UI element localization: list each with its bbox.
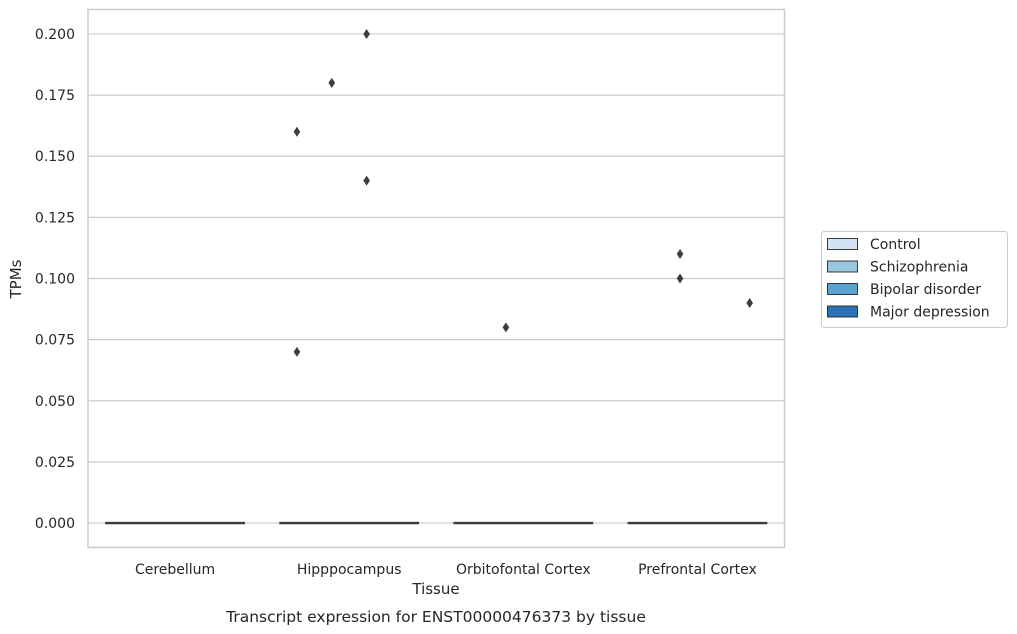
x-tick-label: Hipppocampus: [297, 562, 402, 578]
y-axis-title: TPMs: [7, 259, 25, 299]
legend-swatch: [827, 238, 858, 250]
outlier-point: [502, 322, 510, 333]
y-tick-label: 0.200: [35, 27, 75, 43]
legend-label: Control: [870, 237, 921, 253]
y-tick-label: 0.100: [35, 272, 75, 288]
x-tick-labels: Cerebellum Hipppocampus Orbitofontal Corte…: [135, 562, 757, 578]
x-tick-label: Orbitofontal Cortex: [456, 562, 591, 578]
legend-items: Control Schizophrenia Bipolar disorder Majo…: [827, 237, 990, 321]
legend-label: Major depression: [870, 305, 990, 321]
outlier-point: [746, 297, 753, 308]
outlier-point: [293, 346, 301, 357]
outlier-point: [293, 126, 301, 137]
outlier-point: [363, 28, 370, 39]
y-tick-label: 0.150: [35, 149, 75, 165]
legend-swatch: [827, 260, 858, 273]
outlier-point: [676, 273, 684, 284]
legend-swatch: [827, 305, 858, 318]
outlier-point: [328, 77, 336, 88]
y-tick-label: 0.175: [35, 88, 75, 104]
y-tick-labels: 0.000 0.025 0.050 0.075 0.100 0.125 0.150 0.175…: [35, 27, 75, 532]
legend-swatch: [827, 283, 858, 295]
legend: Control Schizophrenia Bipolar disorder Majo…: [821, 231, 1008, 328]
gridlines: [88, 33, 785, 524]
figure-caption: Transcript expression for ENST0000047637…: [225, 608, 646, 626]
legend-label: Schizophrenia: [870, 260, 968, 276]
x-tick-label: Cerebellum: [135, 562, 215, 578]
plot-area-frame: [87, 8, 786, 549]
y-tick-label: 0.125: [35, 210, 75, 226]
legend-label: Bipolar disorder: [870, 282, 981, 298]
y-tick-label: 0.025: [35, 455, 75, 471]
outlier-point: [676, 249, 684, 260]
y-tick-label: 0.075: [35, 333, 75, 349]
outlier-point: [363, 175, 370, 186]
y-tick-label: 0.050: [35, 394, 75, 410]
x-axis-title: Tissue: [411, 580, 459, 598]
plot-marks: [105, 28, 768, 525]
x-tick-label: Prefrontal Cortex: [638, 562, 757, 578]
legend-frame: [821, 231, 1008, 328]
y-tick-label: 0.000: [35, 516, 75, 532]
